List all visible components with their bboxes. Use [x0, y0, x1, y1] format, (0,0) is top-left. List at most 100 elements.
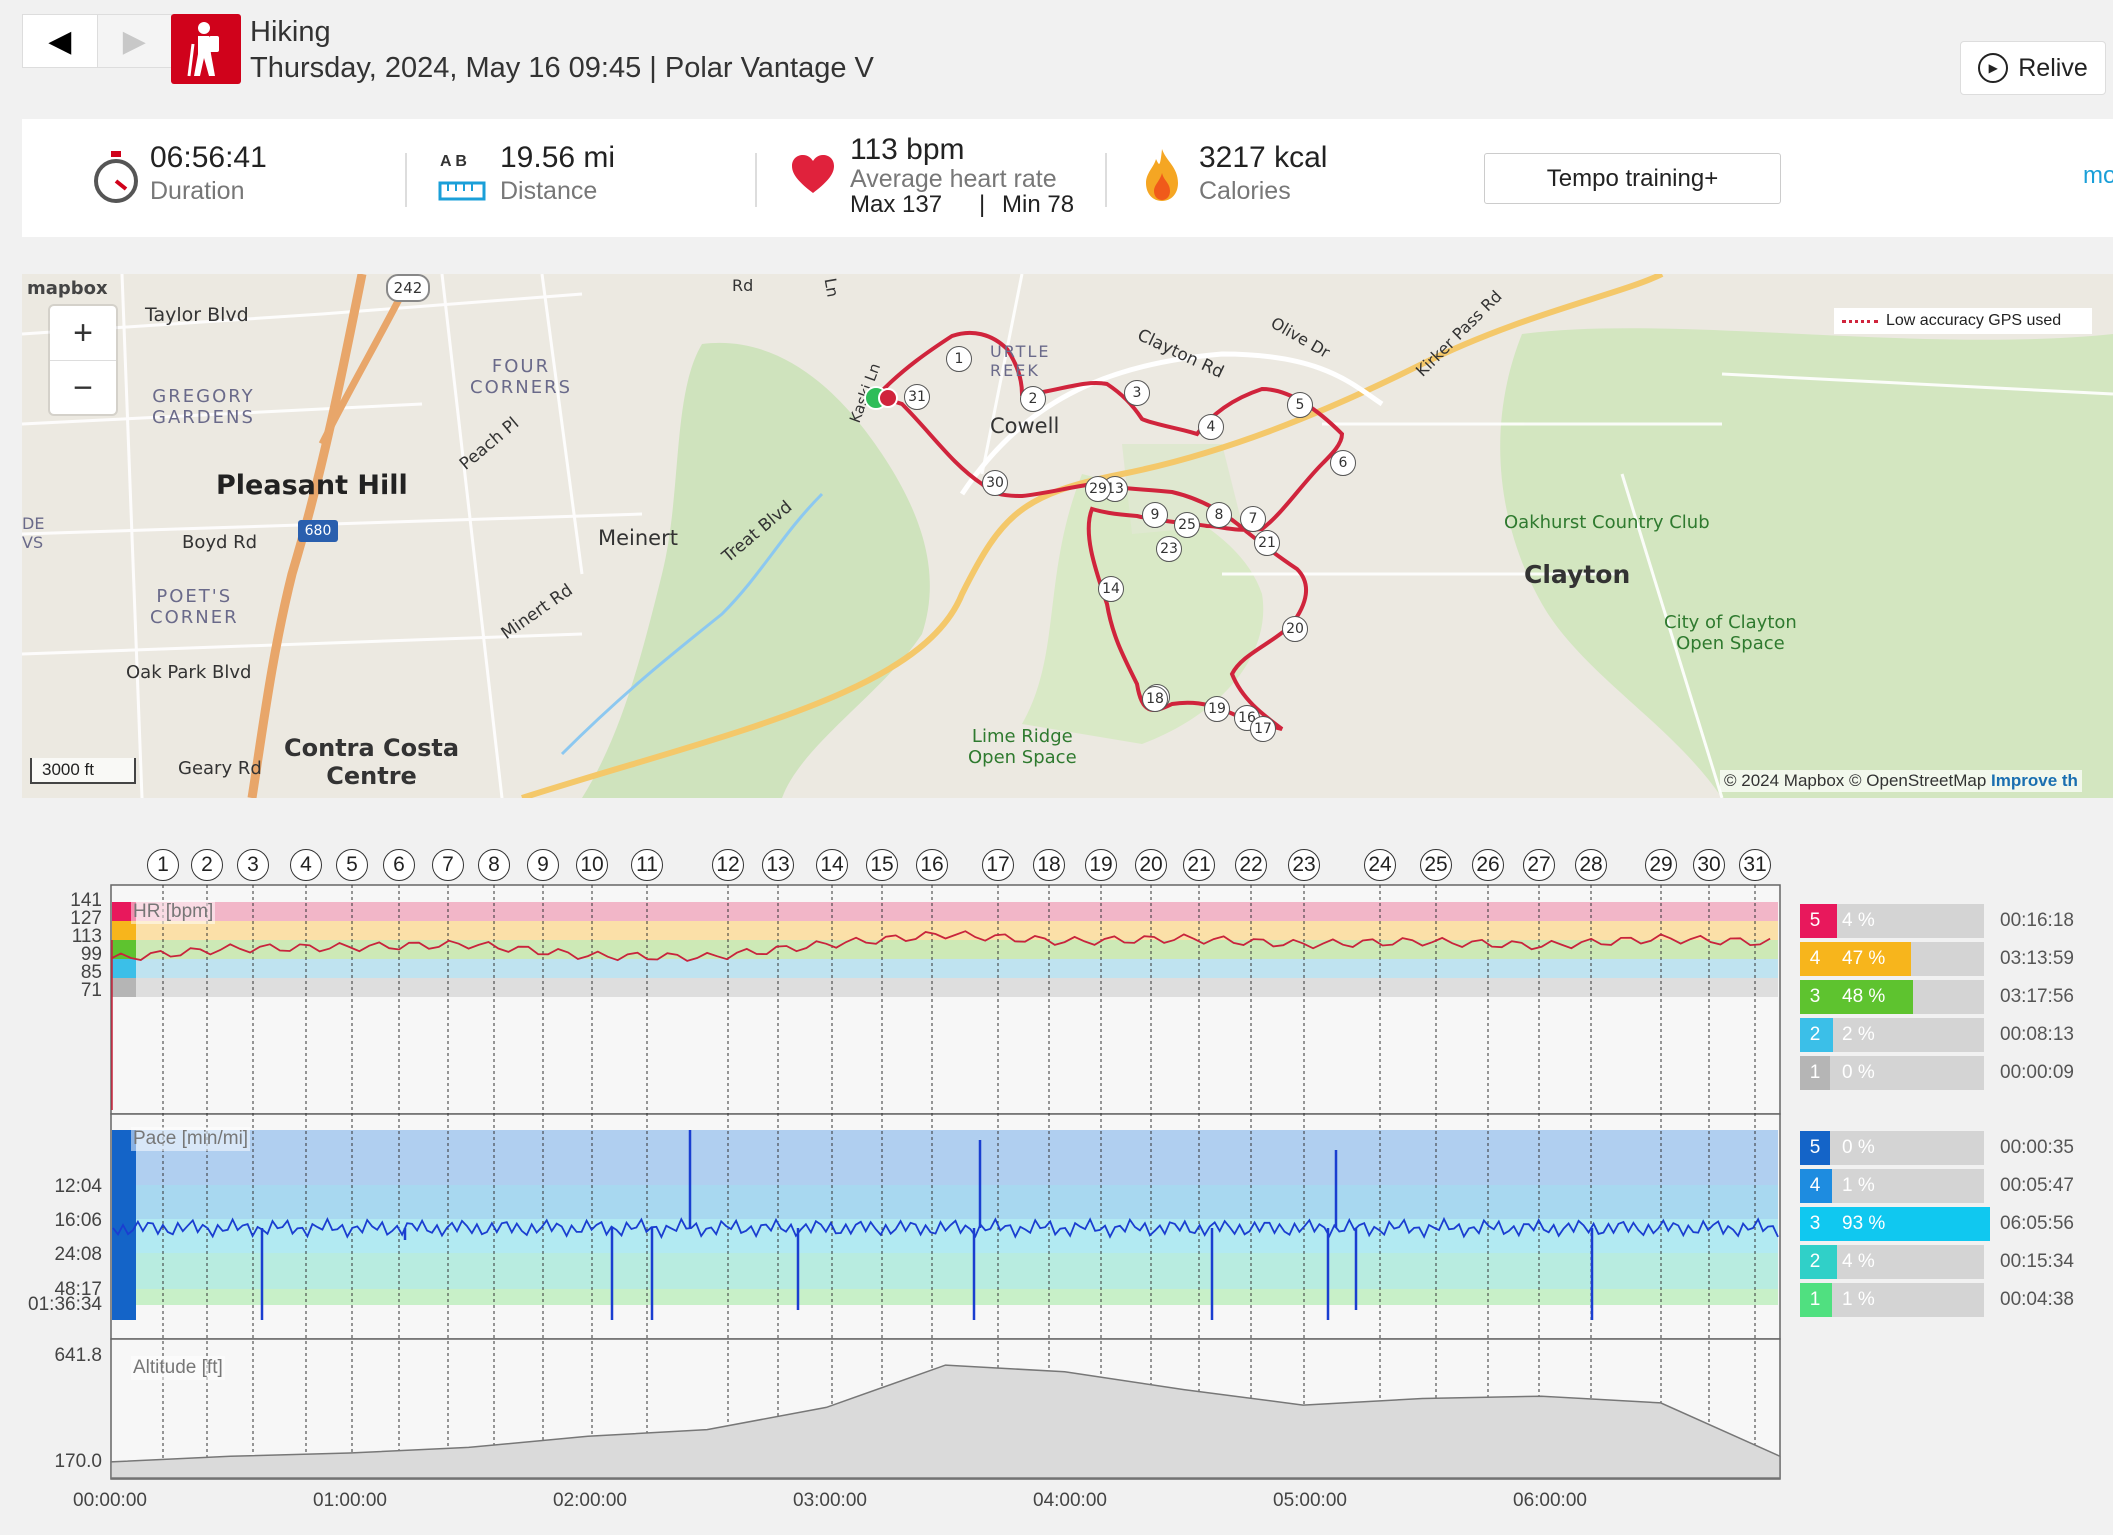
pace-y-tick: 24:08	[54, 1244, 102, 1265]
lap-marker[interactable]: 6	[383, 849, 415, 881]
lap-marker[interactable]: 4	[290, 849, 322, 881]
lap-marker[interactable]: 20	[1135, 849, 1167, 881]
hr-zone-time: 03:13:59	[2000, 948, 2074, 969]
map-label: GREGORY GARDENS	[152, 386, 255, 428]
lap-marker[interactable]: 23	[1288, 849, 1320, 881]
pace-zone-row[interactable]: 1 1 %	[1800, 1283, 1984, 1317]
hr-zone-percent: 47 %	[1842, 948, 1886, 969]
lap-marker[interactable]: 28	[1575, 849, 1607, 881]
lap-marker[interactable]: 29	[1645, 849, 1677, 881]
route-lap-marker[interactable]: 20	[1282, 616, 1308, 642]
route-lap-marker[interactable]: 23	[1156, 536, 1182, 562]
forward-arrow-icon[interactable]: ▶	[96, 15, 171, 67]
hr-zone-row[interactable]: 5 4 %	[1800, 904, 1984, 938]
improve-map-link[interactable]: Improve th	[1991, 771, 2078, 790]
lap-marker[interactable]: 3	[237, 849, 269, 881]
lap-marker[interactable]: 13	[762, 849, 794, 881]
route-lap-marker[interactable]: 18	[1142, 686, 1168, 712]
lap-marker[interactable]: 27	[1523, 849, 1555, 881]
route-lap-marker[interactable]: 25	[1174, 512, 1200, 538]
map-label: Oakhurst Country Club	[1504, 512, 1710, 533]
pace-zone-percent: 0 %	[1842, 1137, 1875, 1158]
divider	[1105, 153, 1107, 207]
creek	[560, 492, 824, 756]
pace-zone-band	[113, 1130, 1778, 1185]
relive-button[interactable]: ▶ Relive	[1960, 41, 2106, 95]
route-lap-marker[interactable]: 3	[1124, 380, 1150, 406]
route-lap-marker[interactable]: 1	[946, 346, 972, 372]
lap-marker[interactable]: 31	[1739, 849, 1771, 881]
training-benefit-button[interactable]: Tempo training+	[1484, 153, 1781, 204]
hr-zone-row[interactable]: 1 0 %	[1800, 1056, 1984, 1090]
route-lap-marker[interactable]: 4	[1198, 414, 1224, 440]
lap-marker[interactable]: 10	[576, 849, 608, 881]
lap-marker[interactable]: 8	[478, 849, 510, 881]
lap-marker[interactable]: 11	[631, 849, 663, 881]
lap-marker[interactable]: 25	[1420, 849, 1452, 881]
mapbox-logo: mapbox	[27, 278, 108, 299]
route-lap-marker[interactable]: 6	[1330, 450, 1356, 476]
map-label: DE VS	[22, 514, 45, 552]
zoom-in-button[interactable]: +	[50, 306, 116, 361]
pace-zone-percent: 1 %	[1842, 1175, 1875, 1196]
heart-icon	[790, 153, 836, 200]
route-lap-marker[interactable]: 8	[1206, 502, 1232, 528]
osm-attribution[interactable]: © OpenStreetMap	[1849, 771, 1987, 790]
hr-zone-band	[113, 959, 1778, 978]
pace-zone-bar	[1830, 1207, 1991, 1241]
route-lap-marker[interactable]: 31	[904, 384, 930, 410]
route-lap-marker[interactable]: 2	[1020, 386, 1046, 412]
hr-zone-row[interactable]: 3 48 %	[1800, 980, 1984, 1014]
route-lap-marker[interactable]: 19	[1204, 696, 1230, 722]
lap-marker[interactable]: 14	[816, 849, 848, 881]
zoom-out-button[interactable]: −	[73, 368, 93, 407]
map-scale: 3000 ft	[30, 758, 136, 784]
hr-zone-number: 3	[1800, 980, 1830, 1014]
lap-marker[interactable]: 21	[1183, 849, 1215, 881]
lap-marker[interactable]: 16	[916, 849, 948, 881]
route-map[interactable]: mapbox Taylor Blvd GREGORY GARDENS FOUR …	[22, 274, 2113, 798]
lap-marker[interactable]: 19	[1085, 849, 1117, 881]
lap-marker[interactable]: 26	[1472, 849, 1504, 881]
route-lap-marker[interactable]: 14	[1098, 576, 1124, 602]
hr-zone-row[interactable]: 2 2 %	[1800, 1018, 1984, 1052]
flame-icon	[1142, 147, 1182, 208]
route-lap-marker[interactable]: 17	[1250, 716, 1276, 742]
route-lap-marker[interactable]: 29	[1085, 476, 1111, 502]
lap-marker[interactable]: 9	[527, 849, 559, 881]
hr-zone-row[interactable]: 4 47 %	[1800, 942, 1984, 976]
mapbox-attribution[interactable]: © 2024 Mapbox	[1724, 771, 1845, 790]
pace-zone-row[interactable]: 3 93 %	[1800, 1207, 1991, 1241]
route-lap-marker[interactable]: 21	[1254, 530, 1280, 556]
green-area	[1022, 474, 1264, 744]
divider	[755, 153, 757, 207]
lap-marker[interactable]: 7	[432, 849, 464, 881]
lap-marker[interactable]: 18	[1033, 849, 1065, 881]
lap-marker[interactable]: 15	[866, 849, 898, 881]
route-lap-marker[interactable]: 9	[1142, 502, 1168, 528]
map-label: FOUR CORNERS	[470, 356, 573, 398]
route-lap-marker[interactable]: 5	[1287, 392, 1313, 418]
time-axis-tick: 06:00:00	[1513, 1490, 1587, 1511]
lap-marker[interactable]: 22	[1235, 849, 1267, 881]
back-arrow-icon[interactable]: ◀	[23, 15, 97, 67]
route-lap-marker[interactable]: 7	[1240, 506, 1266, 532]
pace-zone-row[interactable]: 5 0 %	[1800, 1131, 1984, 1165]
time-axis-tick: 02:00:00	[553, 1490, 627, 1511]
more-link[interactable]: mo	[2083, 162, 2113, 189]
finish-marker-icon	[878, 388, 898, 408]
lap-marker[interactable]: 12	[712, 849, 744, 881]
pace-zone-row[interactable]: 4 1 %	[1800, 1169, 1984, 1203]
map-attribution: © 2024 Mapbox © OpenStreetMap Improve th	[1720, 770, 2082, 792]
lap-marker[interactable]: 1	[147, 849, 179, 881]
map-label: Lime Ridge Open Space	[968, 726, 1077, 768]
lap-marker[interactable]: 2	[191, 849, 223, 881]
route-lap-marker[interactable]: 30	[982, 470, 1008, 496]
lap-marker[interactable]: 24	[1364, 849, 1396, 881]
lap-marker[interactable]: 5	[336, 849, 368, 881]
hr-zone-time: 03:17:56	[2000, 986, 2074, 1007]
lap-marker[interactable]: 17	[982, 849, 1014, 881]
pace-zone-row[interactable]: 2 4 %	[1800, 1245, 1984, 1279]
lap-marker[interactable]: 30	[1693, 849, 1725, 881]
